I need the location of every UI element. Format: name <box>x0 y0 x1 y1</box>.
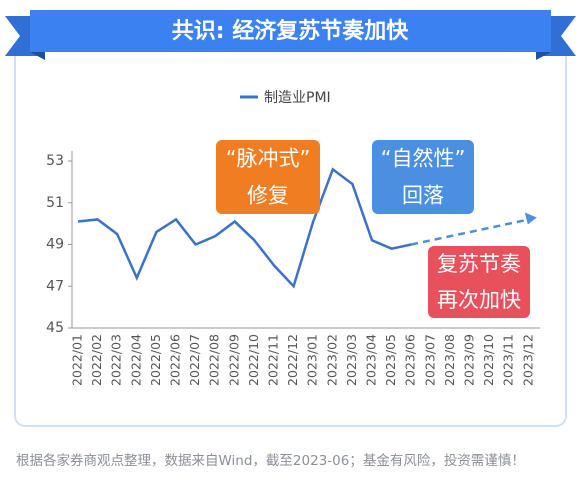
x-tick-label: 2022/06 <box>168 334 183 386</box>
x-tick-label: 2022/08 <box>207 334 222 386</box>
x-tick-label: 2023/07 <box>422 334 437 386</box>
annotation-text: “自然性” <box>381 147 466 171</box>
x-tick-label: 2022/05 <box>148 334 163 386</box>
banner <box>30 10 551 52</box>
y-tick-label: 47 <box>46 278 64 294</box>
annotation-box <box>428 246 530 318</box>
x-tick-label: 2022/09 <box>226 334 241 386</box>
x-tick-label: 2023/10 <box>481 334 496 386</box>
y-tick-label: 51 <box>46 195 64 211</box>
x-tick-label: 2023/03 <box>344 334 359 386</box>
y-tick-label: 53 <box>46 153 64 169</box>
annotation-box <box>216 140 320 214</box>
x-tick-label: 2023/04 <box>364 334 379 386</box>
x-tick-label: 2022/04 <box>128 334 143 386</box>
x-tick-label: 2022/11 <box>266 334 281 386</box>
annotation-text: 复苏节奏 <box>437 252 521 276</box>
x-tick-label: 2022/07 <box>187 334 202 386</box>
x-tick-label: 2023/09 <box>462 334 477 386</box>
arrow-head <box>524 212 537 225</box>
ribbon-fold <box>536 52 551 60</box>
y-tick-label: 49 <box>46 237 64 253</box>
x-tick-label: 2022/10 <box>246 334 261 386</box>
legend-label: 制造业PMI <box>264 90 331 106</box>
x-tick-label: 2022/02 <box>89 334 104 386</box>
x-tick-label: 2022/03 <box>109 334 124 386</box>
x-tick-label: 2023/01 <box>305 334 320 386</box>
x-tick-label: 2023/05 <box>383 334 398 386</box>
footnote: 根据各家券商观点整理，数据来自Wind，截至2023-06；基金有风险，投资需谨… <box>16 453 525 469</box>
x-tick-label: 2022/01 <box>70 334 85 386</box>
annotation-box <box>372 140 474 214</box>
annotation-text: 再次加快 <box>437 288 521 312</box>
annotation-text: 修复 <box>247 184 289 208</box>
data-line <box>77 167 412 289</box>
ribbon-fold <box>30 52 45 60</box>
x-tick-label: 2022/12 <box>285 334 300 386</box>
x-tick-label: 2023/02 <box>324 334 339 386</box>
chart: 共识: 经济复苏节奏加快 45 47 49 51 53 2022/01 2022/02 202… <box>5 10 576 427</box>
x-tick-label: 2023/08 <box>442 334 457 386</box>
x-tick-label: 2023/11 <box>501 334 516 386</box>
data-line <box>410 218 530 246</box>
annotation-text: 回落 <box>402 184 444 208</box>
x-tick-label: 2023/12 <box>520 334 535 386</box>
annotation-text: “脉冲式” <box>226 147 311 171</box>
chart-title: 共识: 经济复苏节奏加快 <box>172 18 409 44</box>
x-tick-label: 2023/06 <box>403 334 418 386</box>
y-tick-label: 45 <box>46 320 64 336</box>
